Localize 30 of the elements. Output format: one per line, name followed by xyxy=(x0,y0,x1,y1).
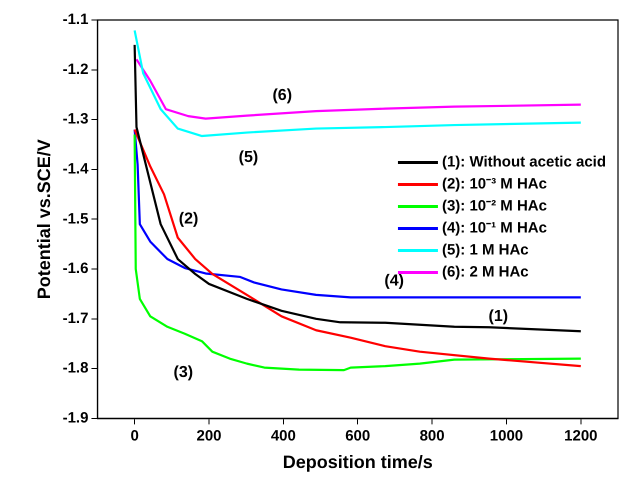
legend-label: (6): 2 M HAc xyxy=(442,264,529,281)
legend-label: (5): 1 M HAc xyxy=(442,242,529,259)
annotation: (6) xyxy=(272,87,292,104)
legend-label: (4): 10⁻¹ M HAc xyxy=(442,220,547,237)
x-tick-label: 1200 xyxy=(564,428,598,445)
y-tick-label: -1.3 xyxy=(62,110,88,128)
x-tick-label: 800 xyxy=(420,428,445,445)
x-tick-label: 400 xyxy=(270,428,296,445)
y-axis-title: Potential vs.SCE/V xyxy=(34,139,54,300)
annotation: (2) xyxy=(178,210,198,228)
y-tick-label: -1.7 xyxy=(62,310,88,327)
y-tick-label: -1.6 xyxy=(62,260,88,278)
y-tick-label: -1.1 xyxy=(62,11,88,28)
annotation: (4) xyxy=(384,272,404,290)
legend-label: (2): 10⁻³ M HAc xyxy=(442,176,547,193)
y-tick-label: -1.2 xyxy=(62,60,88,78)
x-tick-label: 0 xyxy=(130,428,139,445)
y-tick-label: -1.5 xyxy=(62,210,88,228)
x-tick-label: 200 xyxy=(196,428,222,445)
x-tick-label: 600 xyxy=(345,428,370,445)
annotation: (5) xyxy=(238,148,258,166)
annotation: (1) xyxy=(488,308,508,326)
legend-label: (1): Without acetic acid xyxy=(442,154,606,171)
y-tick-label: -1.8 xyxy=(62,360,88,377)
y-tick-label: -1.4 xyxy=(62,160,90,178)
y-tick-label: -1.9 xyxy=(62,410,88,427)
legend-label: (3): 10⁻² M HAc xyxy=(442,198,547,215)
annotation: (3) xyxy=(174,364,194,381)
x-tick-label: 1000 xyxy=(490,428,524,445)
x-axis-title: Deposition time/s xyxy=(282,452,433,472)
